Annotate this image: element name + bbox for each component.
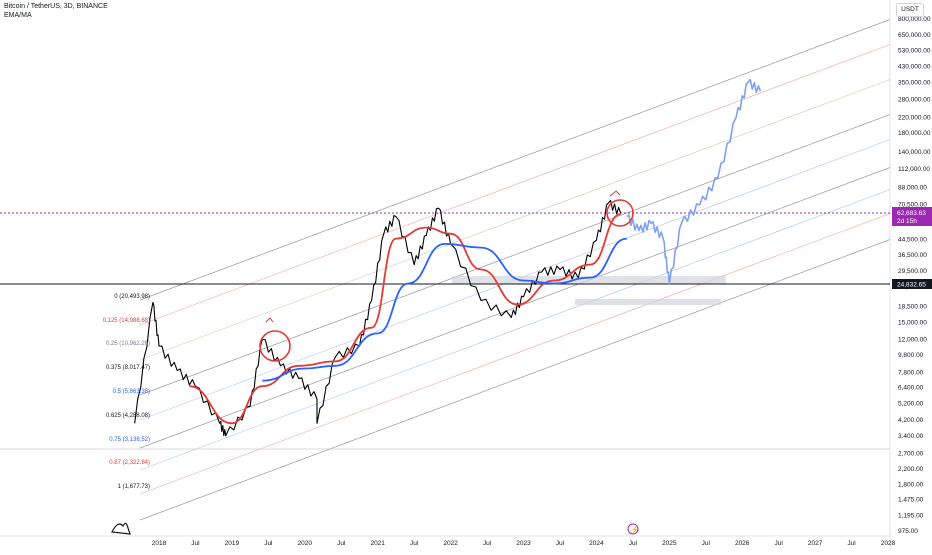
channel-line bbox=[139, 114, 891, 396]
x-tick-label: 2018 bbox=[152, 540, 167, 547]
y-tick-label: 1,800.00 bbox=[898, 481, 924, 488]
channel-line bbox=[139, 213, 891, 495]
tradingview-logo-icon[interactable] bbox=[111, 522, 131, 535]
indicator-label[interactable]: EMA/MA bbox=[4, 12, 32, 19]
countdown-value: 2d 15h bbox=[897, 218, 917, 225]
fib-level-label: 0.5 (5,863.38) bbox=[113, 389, 150, 395]
x-tick-label: 2026 bbox=[735, 540, 750, 547]
x-tick-label: 2021 bbox=[370, 540, 385, 547]
x-tick-label: Jul bbox=[483, 540, 492, 547]
x-tick-label: Jul bbox=[629, 540, 638, 547]
y-tick-label: 1,195.00 bbox=[898, 513, 924, 520]
channel-line bbox=[139, 189, 891, 471]
y-tick-label: 280,000.00 bbox=[898, 96, 931, 103]
y-tick-label: 6,400.00 bbox=[898, 385, 924, 392]
x-tick-label: 2019 bbox=[225, 540, 240, 547]
currency-button[interactable]: USDT bbox=[896, 3, 924, 17]
y-tick-label: 29,500.00 bbox=[898, 268, 927, 275]
y-tick-label: 36,500.00 bbox=[898, 252, 927, 259]
x-tick-label: 2020 bbox=[298, 540, 313, 547]
fib-level-label: 0.375 (8,017.47) bbox=[106, 365, 150, 371]
y-tick-label: 530,000.00 bbox=[898, 48, 931, 55]
event-marker[interactable] bbox=[627, 523, 639, 535]
current-price-tag: 62,683.63 2d 15h bbox=[892, 207, 932, 226]
x-tick-label: 2028 bbox=[881, 540, 896, 547]
y-tick-label: 12,000.00 bbox=[898, 337, 927, 344]
x-tick-label: Jul bbox=[191, 540, 200, 547]
fib-level-label: 1 (1,677.73) bbox=[118, 484, 150, 490]
y-tick-label: 70,500.00 bbox=[898, 202, 927, 209]
current-price-value: 62,683.63 bbox=[897, 210, 926, 217]
y-axis-bg bbox=[890, 0, 932, 550]
y-tick-label: 15,000.00 bbox=[898, 320, 927, 327]
x-tick-label: 2024 bbox=[589, 540, 604, 547]
x-tick-label: 2023 bbox=[516, 540, 531, 547]
y-tick-label: 88,000.00 bbox=[898, 185, 927, 192]
y-tick-label: 18,500.00 bbox=[898, 304, 927, 311]
x-tick-label: Jul bbox=[264, 540, 273, 547]
x-tick-label: 2025 bbox=[662, 540, 677, 547]
level-value: 24,832.65 bbox=[897, 282, 926, 289]
support-zone-lower bbox=[575, 299, 721, 305]
arrow-marker-2024 bbox=[609, 190, 621, 197]
x-tick-label: 2022 bbox=[443, 540, 458, 547]
y-tick-label: 140,000.00 bbox=[898, 149, 931, 156]
series-ema bbox=[189, 213, 621, 425]
series-projection bbox=[626, 78, 762, 285]
y-tick-label: 7,800.00 bbox=[898, 370, 924, 377]
y-tick-label: 650,000.00 bbox=[898, 32, 931, 39]
level-price-tag: 24,832.65 bbox=[892, 279, 932, 289]
fib-level-label: 0.75 (3,136.52) bbox=[109, 437, 150, 443]
y-tick-label: 975.00 bbox=[898, 528, 918, 535]
series-price bbox=[134, 199, 622, 437]
y-tick-label: 1,475.00 bbox=[898, 497, 924, 504]
support-zone-upper bbox=[452, 276, 726, 284]
channel-line bbox=[139, 167, 891, 449]
y-tick-label: 5,200.00 bbox=[898, 400, 924, 407]
y-tick-label: 44,500.00 bbox=[898, 237, 927, 244]
event-marker-icon: ⚡ bbox=[631, 525, 640, 534]
x-tick-label: Jul bbox=[556, 540, 565, 547]
highlight-circle-2024 bbox=[606, 199, 634, 227]
x-tick-label: 2027 bbox=[808, 540, 823, 547]
channel-line bbox=[139, 239, 891, 521]
y-tick-label: 180,000.00 bbox=[898, 130, 931, 137]
series-ma bbox=[262, 237, 627, 382]
y-tick-label: 220,000.00 bbox=[898, 115, 931, 122]
fib-level-label: 0.25 (10,962.26) bbox=[106, 341, 150, 347]
fib-level-label: 0.625 (4,288.08) bbox=[106, 413, 150, 419]
arrow-marker-2019 bbox=[265, 317, 274, 323]
fib-level-label: 0.125 (14,988.68) bbox=[103, 318, 150, 324]
y-tick-label: 430,000.00 bbox=[898, 64, 931, 71]
x-tick-label: Jul bbox=[337, 540, 346, 547]
symbol-title: Bitcoin / TetherUS, 3D, BINANCE bbox=[4, 3, 108, 10]
y-tick-label: 2,700.00 bbox=[898, 450, 924, 457]
y-tick-label: 350,000.00 bbox=[898, 79, 931, 86]
fib-level-label: 0.87 (2,322.84) bbox=[109, 460, 150, 466]
channel-line bbox=[139, 19, 891, 301]
y-tick-label: 4,200.00 bbox=[898, 417, 924, 424]
highlight-circle-2019 bbox=[259, 330, 291, 362]
channel-line bbox=[139, 44, 891, 326]
channel-line bbox=[139, 79, 891, 361]
fib-level-label: 0 (20,493.98) bbox=[114, 294, 150, 300]
y-tick-label: 112,000.00 bbox=[898, 166, 930, 173]
x-tick-label: Jul bbox=[847, 540, 856, 547]
y-tick-label: 9,800.00 bbox=[898, 352, 924, 359]
regression-channel bbox=[139, 19, 891, 521]
x-tick-label: Jul bbox=[702, 540, 711, 547]
y-tick-label: 800,000.00 bbox=[898, 16, 931, 23]
y-tick-label: 3,400.00 bbox=[898, 433, 924, 440]
x-tick-label: Jul bbox=[410, 540, 419, 547]
y-tick-label: 2,200.00 bbox=[898, 466, 924, 473]
x-tick-label: Jul bbox=[774, 540, 783, 547]
